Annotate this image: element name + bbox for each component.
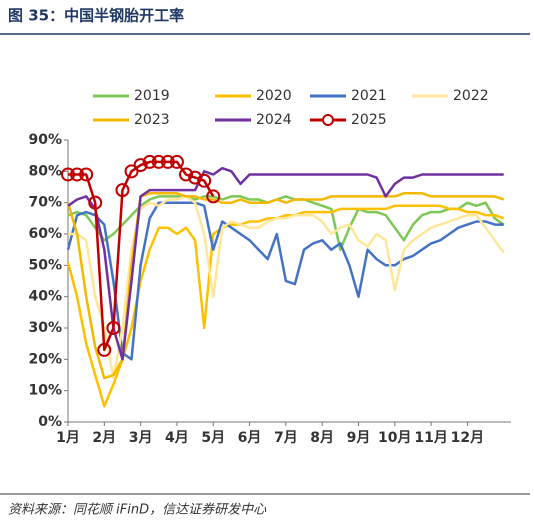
point-marker — [151, 154, 166, 169]
x-tick-label: 11月 — [414, 430, 447, 446]
series-line — [67, 166, 504, 361]
legend-label: 2024 — [256, 112, 292, 128]
legend-label: 2025 — [351, 112, 387, 128]
point-marker — [197, 173, 212, 188]
legend-label: 2023 — [134, 112, 170, 128]
point-marker — [179, 167, 194, 182]
x-tick-label: 12月 — [451, 430, 484, 446]
point-marker — [106, 321, 121, 335]
x-tick-label: 7月 — [274, 430, 298, 446]
y-tick-label: 10% — [28, 383, 62, 399]
legend-label: 2021 — [351, 88, 387, 104]
point-marker — [79, 167, 94, 182]
x-tick-label: 8月 — [310, 430, 334, 446]
y-tick-label: 0% — [38, 414, 62, 430]
point-marker — [61, 167, 75, 182]
point-marker — [115, 183, 130, 198]
point-marker — [188, 170, 203, 185]
y-tick-label: 80% — [28, 163, 62, 179]
y-tick-label: 30% — [28, 320, 62, 336]
point-marker — [169, 154, 184, 169]
y-tick-label: 90% — [28, 132, 62, 148]
x-tick-label: 4月 — [165, 430, 189, 446]
legend-marker — [322, 114, 334, 126]
legend-label: 2019 — [134, 88, 170, 104]
point-marker — [70, 167, 85, 182]
x-tick-label: 1月 — [56, 430, 80, 446]
chart-title: 图 35：中国半钢胎开工率 — [8, 7, 184, 25]
series-line — [66, 201, 504, 361]
y-tick-label: 20% — [28, 351, 62, 367]
x-tick-label: 10月 — [378, 430, 411, 446]
series-line — [68, 195, 505, 380]
point-marker — [97, 342, 112, 357]
x-tick-label: 5月 — [201, 430, 225, 446]
legend-label: 2022 — [453, 88, 489, 104]
x-tick-label: 3月 — [129, 430, 153, 446]
point-marker — [160, 154, 175, 169]
x-tick-label: 6月 — [238, 430, 262, 446]
point-marker — [142, 154, 157, 169]
point-marker — [88, 195, 103, 210]
y-tick-label: 40% — [28, 289, 62, 305]
y-tick-label: 70% — [28, 195, 62, 211]
x-tick-label: 9月 — [347, 430, 371, 446]
point-marker — [206, 189, 221, 204]
source: 资料来源：同花顺 iFinD，信达证券研发中心 — [8, 503, 267, 518]
series-line — [66, 204, 505, 408]
x-tick-label: 2月 — [92, 430, 116, 446]
legend-label: 2020 — [256, 88, 292, 104]
point-marker — [133, 158, 148, 173]
y-tick-label: 50% — [28, 257, 62, 273]
y-tick-label: 60% — [28, 226, 62, 242]
